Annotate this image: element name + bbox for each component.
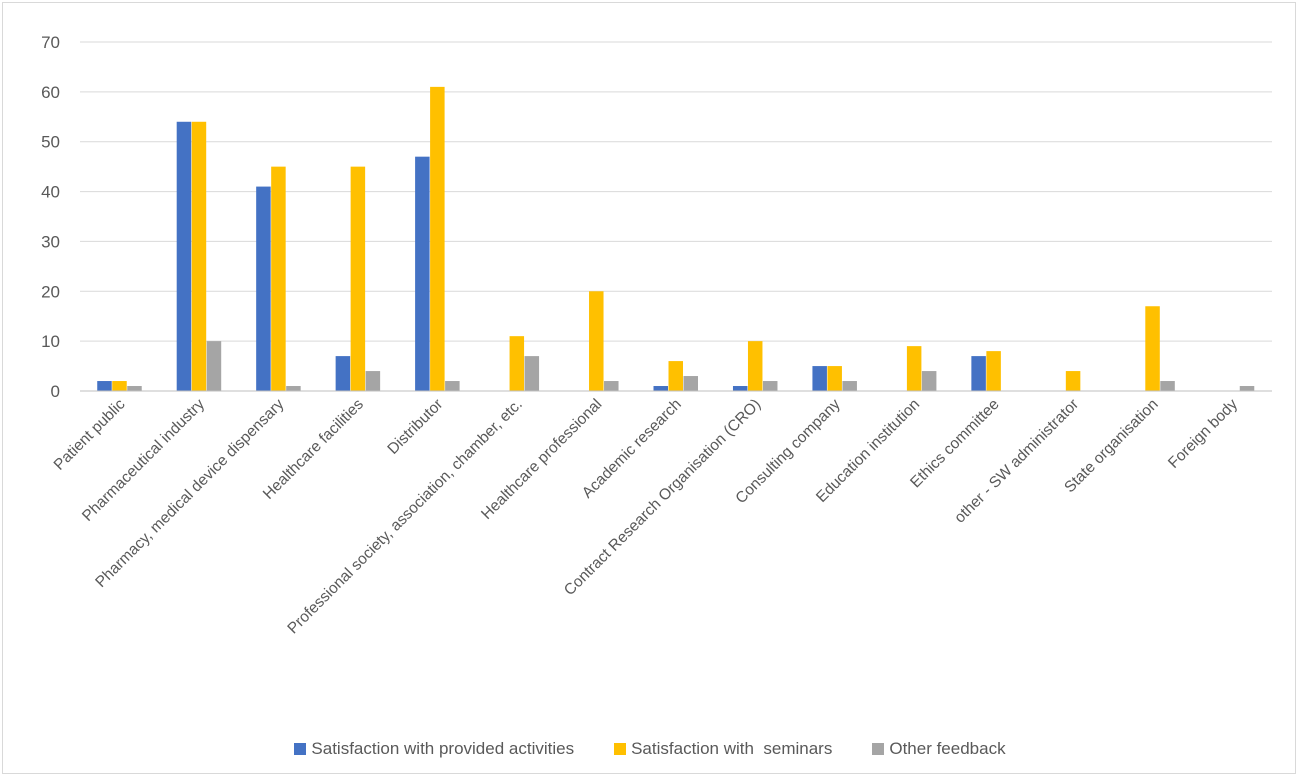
y-tick-label: 20 [41, 282, 60, 301]
bar-satisfaction-with-seminars-12 [1065, 371, 1081, 391]
legend-swatch [872, 743, 885, 755]
bar-other-feedback-0 [127, 386, 142, 391]
bar-other-feedback-13 [1160, 381, 1175, 391]
bar-other-feedback-4 [445, 381, 460, 391]
y-tick-label: 70 [41, 33, 60, 52]
y-tick-label: 30 [41, 232, 60, 251]
bar-other-feedback-9 [842, 381, 857, 391]
bar-satisfaction-with-seminars-7 [668, 361, 683, 391]
legend-swatch [294, 743, 307, 755]
bar-satisfaction-with-seminars-5 [509, 336, 525, 391]
bar-satisfaction-with-seminars-13 [1145, 306, 1160, 391]
y-tick-label: 40 [41, 183, 60, 202]
x-category-label: Foreign body [1165, 396, 1241, 472]
x-category-label: Patient public [51, 396, 129, 474]
bar-satisfaction-with-seminars-8 [747, 341, 763, 391]
bar-other-feedback-7 [683, 376, 698, 391]
bar-satisfaction-with-seminars-11 [986, 351, 1001, 391]
y-tick-label: 0 [51, 382, 60, 401]
bar-satisfaction-with-seminars-10 [906, 346, 922, 391]
bar-satisfaction-with-provided-activities-8 [732, 386, 748, 391]
bar-satisfaction-with-seminars-6 [589, 291, 604, 391]
bar-other-feedback-2 [286, 386, 301, 391]
bar-other-feedback-6 [604, 381, 619, 391]
legend-item: Satisfaction with seminars [614, 739, 832, 759]
bar-satisfaction-with-seminars-0 [112, 381, 127, 391]
legend-swatch [614, 743, 627, 755]
bar-satisfaction-with-provided-activities-1 [176, 121, 192, 392]
bar-other-feedback-8 [762, 381, 778, 391]
bar-satisfaction-with-provided-activities-4 [415, 156, 430, 391]
bar-other-feedback-10 [921, 371, 937, 391]
y-tick-label: 50 [41, 133, 60, 152]
y-tick-label: 10 [41, 332, 60, 351]
bar-satisfaction-with-seminars-3 [350, 166, 366, 391]
legend-item: Satisfaction with provided activities [294, 739, 574, 759]
bar-other-feedback-3 [365, 371, 381, 391]
legend-label: Other feedback [889, 739, 1006, 758]
bar-other-feedback-5 [524, 356, 540, 391]
bar-satisfaction-with-provided-activities-9 [812, 366, 827, 391]
bar-satisfaction-with-seminars-9 [827, 366, 842, 391]
x-category-label: Distributor [384, 396, 446, 458]
bar-satisfaction-with-provided-activities-2 [256, 186, 271, 391]
bar-satisfaction-with-seminars-4 [430, 86, 445, 391]
y-tick-label: 60 [41, 83, 60, 102]
y-axis-ticks: 0 10 20 30 40 50 60 70 [41, 33, 60, 401]
bar-satisfaction-with-provided-activities-7 [653, 386, 668, 391]
bar-satisfaction-with-provided-activities-3 [335, 356, 351, 391]
bar-other-feedback-14 [1239, 386, 1255, 391]
legend: Satisfaction with provided activities Sat… [0, 736, 1300, 762]
legend-label: Satisfaction with provided activities [311, 739, 575, 758]
bar-satisfaction-with-provided-activities-0 [97, 381, 112, 391]
bar-satisfaction-with-seminars-2 [271, 166, 286, 391]
legend-item: Other feedback [872, 739, 1006, 759]
bars [97, 86, 1255, 392]
bar-satisfaction-with-provided-activities-11 [971, 356, 986, 391]
bar-satisfaction-with-seminars-1 [191, 121, 207, 392]
bar-other-feedback-1 [206, 341, 222, 391]
legend-label: Satisfaction with seminars [631, 739, 833, 758]
